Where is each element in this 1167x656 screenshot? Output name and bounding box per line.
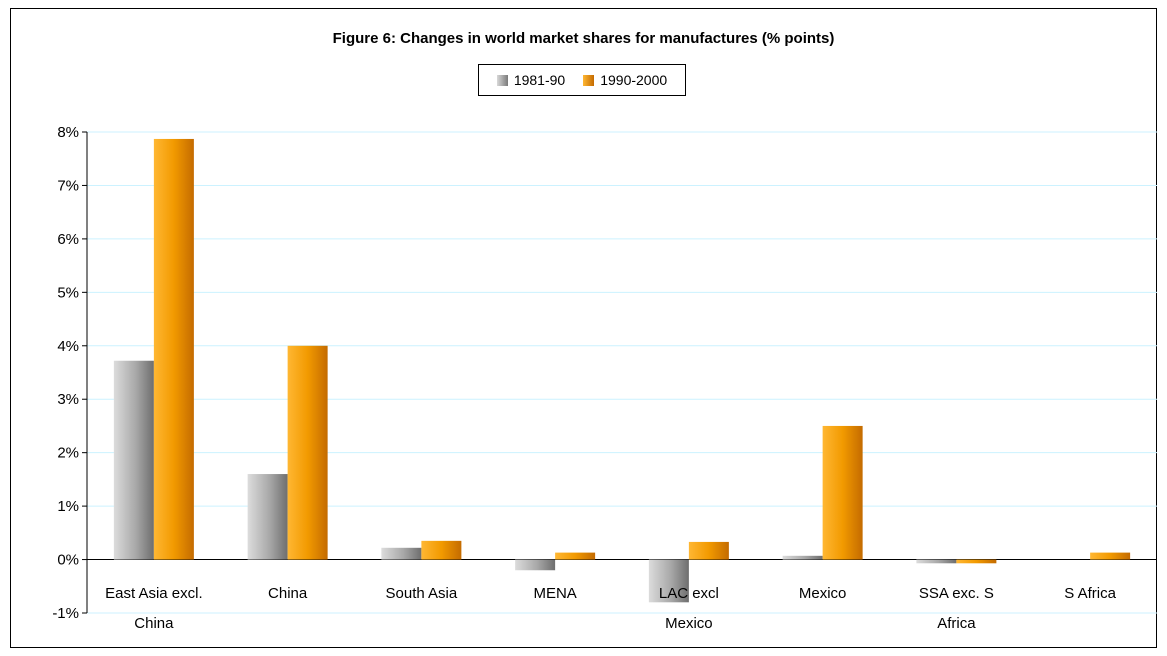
x-category-label: East Asia excl. [105, 585, 203, 602]
bar-series-1990-2000 [956, 560, 996, 564]
x-category-label: LAC excl [659, 585, 719, 602]
bar-series-1990-2000 [689, 542, 729, 560]
bar-series-1990-2000 [288, 346, 328, 560]
y-tick-label: 8% [57, 124, 79, 141]
bar-series-1981-90 [381, 548, 421, 560]
bar-series-1990-2000 [1090, 553, 1130, 560]
y-tick-label: 4% [57, 338, 79, 355]
x-category-label: China [268, 585, 308, 602]
bar-series-1981-90 [248, 474, 288, 560]
y-tick-label: 2% [57, 445, 79, 462]
y-tick-label: 1% [57, 498, 79, 515]
bar-series-1981-90 [783, 556, 823, 560]
bar-series-1981-90 [515, 560, 555, 571]
bar-series-1990-2000 [823, 426, 863, 560]
y-tick-label: 6% [57, 231, 79, 248]
bar-series-1990-2000 [421, 541, 461, 560]
y-tick-label: -1% [52, 605, 79, 622]
x-category-label: China [134, 615, 174, 632]
bar-series-1990-2000 [555, 553, 595, 560]
y-tick-label: 3% [57, 391, 79, 408]
y-tick-label: 5% [57, 284, 79, 301]
x-category-label: S Africa [1064, 585, 1116, 602]
bar-series-1990-2000 [154, 139, 194, 560]
y-tick-label: 7% [57, 177, 79, 194]
bar-series-1981-90 [916, 560, 956, 564]
x-category-label: Mexico [665, 615, 713, 632]
x-category-label: Africa [937, 615, 976, 632]
x-category-label: Mexico [799, 585, 847, 602]
bar-series-1981-90 [114, 361, 154, 560]
x-category-label: SSA exc. S [919, 585, 994, 602]
y-tick-label: 0% [57, 552, 79, 569]
x-category-label: South Asia [386, 585, 458, 602]
x-category-label: MENA [533, 585, 576, 602]
